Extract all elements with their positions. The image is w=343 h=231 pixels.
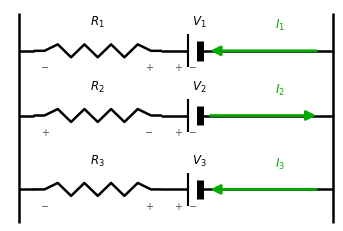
- Text: −: −: [189, 128, 197, 138]
- Text: $R_2$: $R_2$: [91, 80, 105, 95]
- Text: −: −: [189, 202, 197, 212]
- Text: $I_2$: $I_2$: [275, 83, 285, 98]
- Text: $R_3$: $R_3$: [91, 154, 105, 169]
- Text: +: +: [145, 63, 153, 73]
- Text: −: −: [189, 63, 197, 73]
- Text: $I_3$: $I_3$: [275, 157, 285, 172]
- Text: +: +: [174, 128, 182, 138]
- Text: −: −: [40, 63, 49, 73]
- Text: −: −: [145, 128, 153, 138]
- Text: $V_3$: $V_3$: [192, 154, 206, 169]
- Text: $V_2$: $V_2$: [192, 80, 206, 95]
- Text: $R_1$: $R_1$: [91, 15, 105, 30]
- Text: $V_1$: $V_1$: [192, 15, 206, 30]
- Text: $I_1$: $I_1$: [275, 18, 285, 33]
- Text: +: +: [174, 63, 182, 73]
- Text: +: +: [40, 128, 49, 138]
- Text: +: +: [174, 202, 182, 212]
- Text: −: −: [40, 202, 49, 212]
- Text: +: +: [145, 202, 153, 212]
